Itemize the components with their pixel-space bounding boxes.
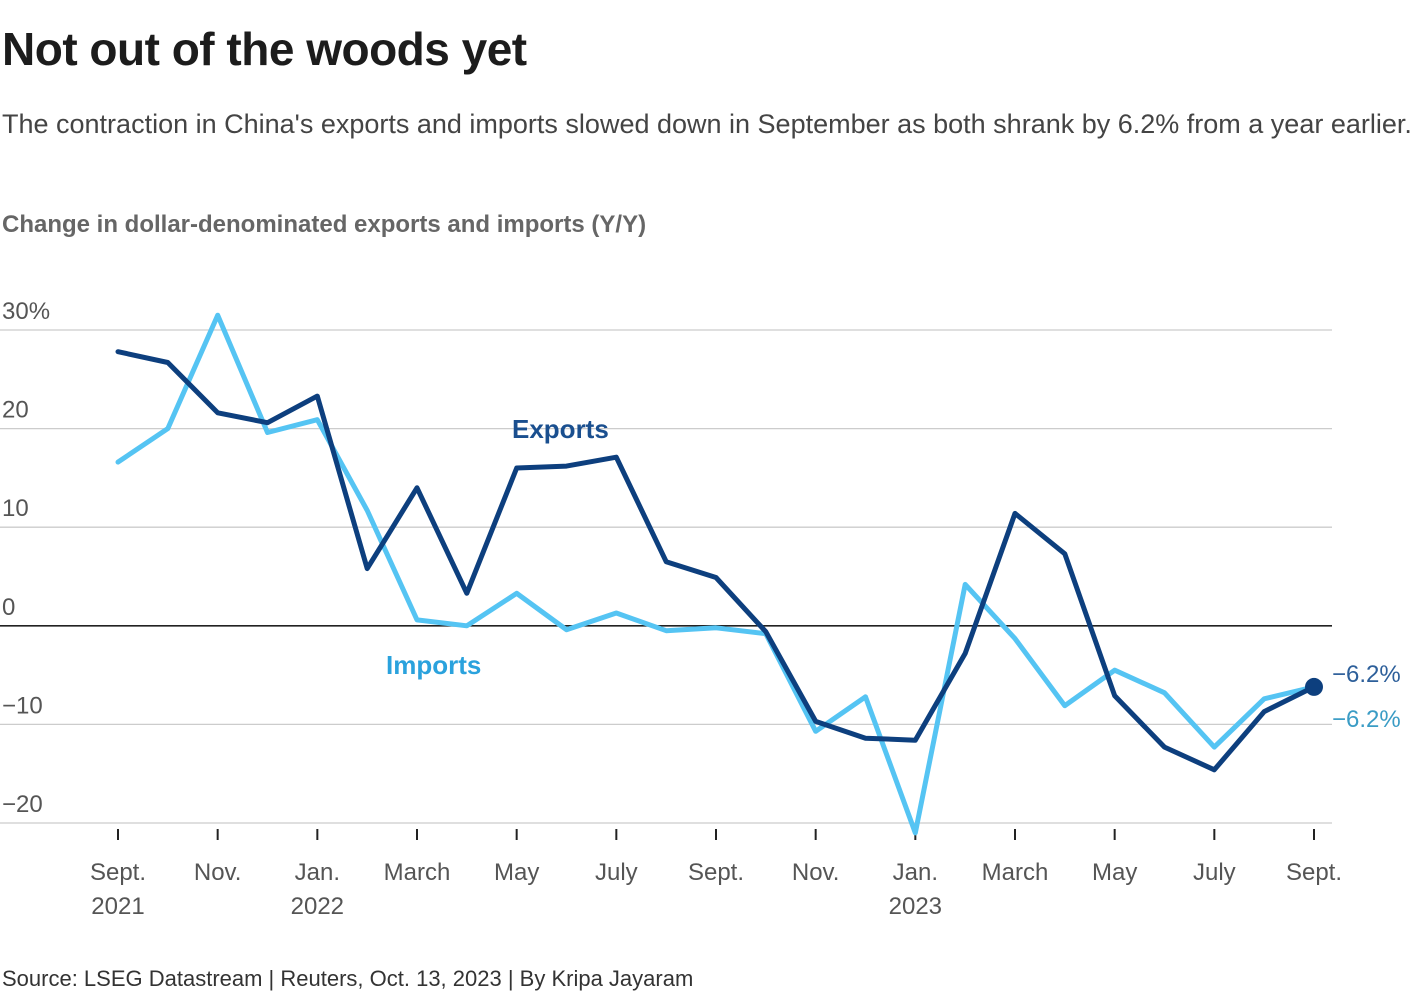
x-tick-label: May — [494, 859, 539, 886]
exports-series-label: Exports — [512, 414, 609, 444]
y-tick-label: 0 — [2, 594, 15, 621]
y-tick-label: 30% — [2, 298, 50, 325]
x-tick-label: Nov. — [792, 859, 840, 886]
x-tick-label: March — [384, 859, 451, 886]
x-tick-label: May — [1092, 859, 1137, 886]
imports-series-label: Imports — [386, 650, 481, 680]
imports-end-value-label: −6.2% — [1332, 706, 1401, 733]
y-tick-label: −20 — [2, 791, 43, 818]
x-tick-year-label: 2021 — [91, 893, 144, 920]
x-tick-label: Sept. — [90, 859, 146, 886]
x-tick-label: Jan. — [295, 859, 340, 886]
source-note: Source: LSEG Datastream | Reuters, Oct. … — [2, 966, 694, 991]
x-tick-label: Jan. — [893, 859, 938, 886]
y-tick-label: 10 — [2, 495, 29, 522]
x-tick-label: Sept. — [1286, 859, 1342, 886]
y-tick-label: 20 — [2, 397, 29, 424]
chart-subtitle: The contraction in China's exports and i… — [2, 109, 1412, 139]
exports-end-value-label: −6.2% — [1332, 661, 1401, 688]
x-tick-label: July — [1193, 859, 1236, 886]
x-tick-label: March — [982, 859, 1049, 886]
chart-axis-caption: Change in dollar-denominated exports and… — [2, 211, 647, 238]
y-tick-label: −10 — [2, 692, 43, 719]
exports-end-dot — [1305, 677, 1323, 696]
x-tick-year-label: 2023 — [889, 893, 942, 920]
x-tick-label: July — [595, 859, 638, 886]
imports-line — [115, 312, 1317, 836]
x-tick-year-label: 2022 — [291, 893, 344, 920]
chart-title: Not out of the woods yet — [2, 23, 527, 75]
x-tick-label: Sept. — [688, 859, 744, 886]
x-tick-label: Nov. — [194, 859, 242, 886]
exports-line — [115, 349, 1317, 773]
